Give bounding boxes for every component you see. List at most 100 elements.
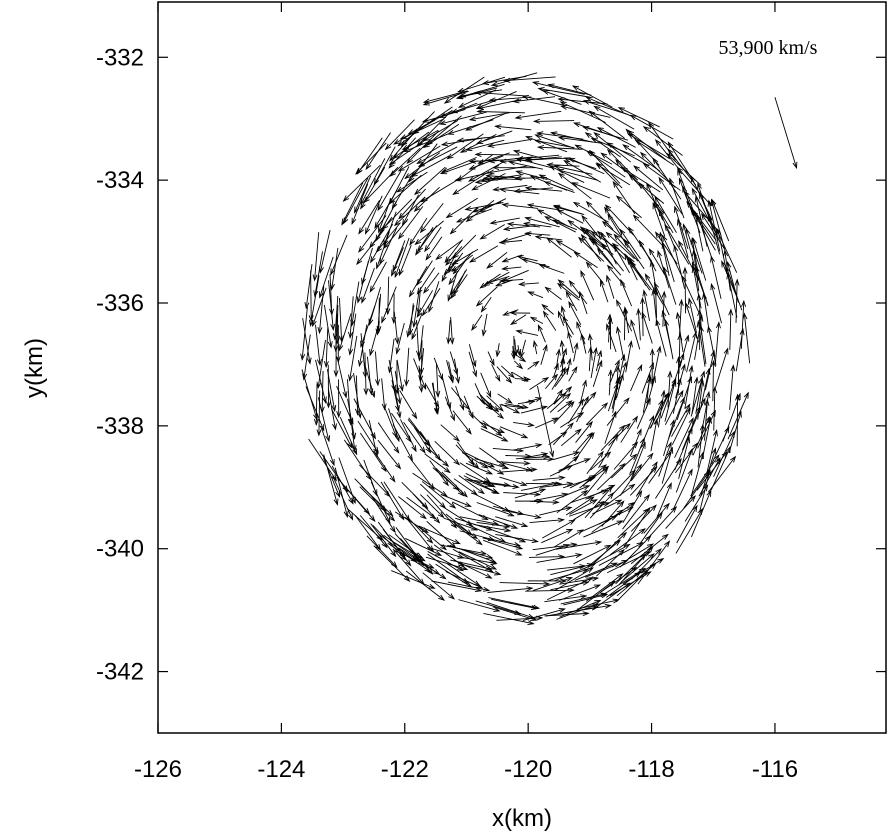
vector-arrow [451, 248, 479, 266]
vector-arrow [347, 398, 357, 440]
vector-arrow [606, 274, 615, 299]
vector-arrow [690, 397, 706, 432]
vector-arrow [537, 87, 591, 98]
vector-arrow [435, 468, 465, 497]
vector-arrow [593, 105, 635, 130]
vector-arrow [511, 371, 529, 382]
vector-arrow [377, 170, 402, 212]
vector-arrow [563, 157, 597, 170]
vector-arrow [592, 499, 623, 515]
vector-arrow [401, 482, 429, 509]
vector-arrow [400, 538, 434, 575]
vector-arrow [584, 132, 621, 158]
vector-arrow [558, 584, 602, 601]
vector-arrow [441, 471, 468, 498]
vector-arrow [525, 136, 568, 153]
vector-arrow [308, 438, 338, 482]
vector-arrow [393, 386, 402, 419]
vector-arrow [355, 142, 387, 175]
vector-arrow [656, 482, 672, 518]
vector-arrow [370, 523, 397, 558]
vector-arrow [515, 498, 544, 504]
vector-arrow [519, 339, 526, 359]
vector-arrow [534, 134, 574, 149]
vector-arrow [567, 331, 574, 354]
vector-arrow [584, 485, 613, 519]
vector-arrow [408, 265, 428, 298]
vector-arrow [630, 319, 641, 350]
vector-arrow [636, 397, 651, 429]
vector-arrow [400, 419, 417, 453]
vector-arrow [663, 266, 677, 305]
vector-arrow [707, 325, 717, 366]
vector-arrow [592, 359, 603, 387]
vector-arrow [447, 581, 491, 592]
vector-arrow [458, 551, 498, 570]
vector-arrow [555, 540, 603, 550]
vector-arrow [494, 124, 532, 131]
vector-arrow [483, 537, 522, 547]
vector-arrow [369, 216, 393, 249]
vector-arrow [398, 496, 427, 520]
vector-arrow [523, 456, 555, 462]
vector-arrow [509, 310, 531, 316]
vector-arrow [482, 539, 523, 556]
vector-arrow [495, 343, 501, 358]
vector-arrow [354, 515, 382, 551]
vector-arrow [545, 373, 559, 390]
vector-arrow [541, 528, 574, 544]
vector-arrow [529, 517, 565, 524]
vector-arrow [691, 376, 699, 415]
vector-arrow [553, 389, 563, 404]
vector-arrow [596, 230, 625, 260]
vector-arrow [487, 138, 533, 148]
vector-arrow [650, 418, 659, 452]
vector-arrow [300, 306, 308, 361]
vector-arrow [483, 401, 505, 420]
vector-arrow [675, 311, 684, 352]
y-tick-label: -334 [96, 167, 144, 194]
vector-arrow [458, 599, 501, 612]
vector-arrow [354, 375, 360, 416]
vector-arrow [560, 105, 611, 118]
vector-arrow [453, 478, 478, 496]
vector-arrow [453, 358, 461, 385]
vector-arrow [499, 187, 540, 195]
vector-arrow [339, 417, 358, 456]
vector-arrow [536, 209, 570, 227]
vector-arrow [662, 234, 682, 275]
vector-arrow [325, 364, 331, 409]
vector-arrow [573, 544, 612, 565]
vector-arrow [558, 455, 580, 474]
vector-arrow [490, 72, 538, 87]
vector-arrow [381, 198, 413, 230]
vector-arrow [690, 454, 720, 497]
vector-arrow [521, 481, 559, 491]
vector-arrow [568, 300, 582, 325]
vector-arrow [446, 360, 453, 383]
vector-arrow [713, 430, 735, 477]
vector-arrow [622, 307, 628, 341]
vector-arrow [514, 488, 547, 499]
vector-arrow [395, 322, 405, 355]
vector-arrow [581, 214, 602, 240]
vector-arrow [742, 312, 751, 364]
vector-arrow [434, 441, 461, 466]
vector-arrow [544, 286, 562, 300]
vector-arrow [416, 260, 433, 287]
vector-arrow [658, 441, 672, 477]
vector-arrow [422, 123, 460, 149]
vector-arrow [422, 572, 456, 600]
vector-arrow [536, 144, 583, 150]
vector-arrow [575, 420, 593, 443]
vector-arrow [433, 357, 444, 381]
vector-arrow [521, 94, 566, 106]
vector-arrow [615, 195, 642, 219]
vector-arrow [332, 475, 354, 521]
vector-arrow [569, 499, 598, 515]
vector-arrow [360, 333, 368, 379]
vector-arrow [503, 491, 542, 497]
vector-arrow [384, 406, 397, 439]
vector-arrow [540, 343, 548, 365]
vector-arrow [710, 255, 722, 299]
